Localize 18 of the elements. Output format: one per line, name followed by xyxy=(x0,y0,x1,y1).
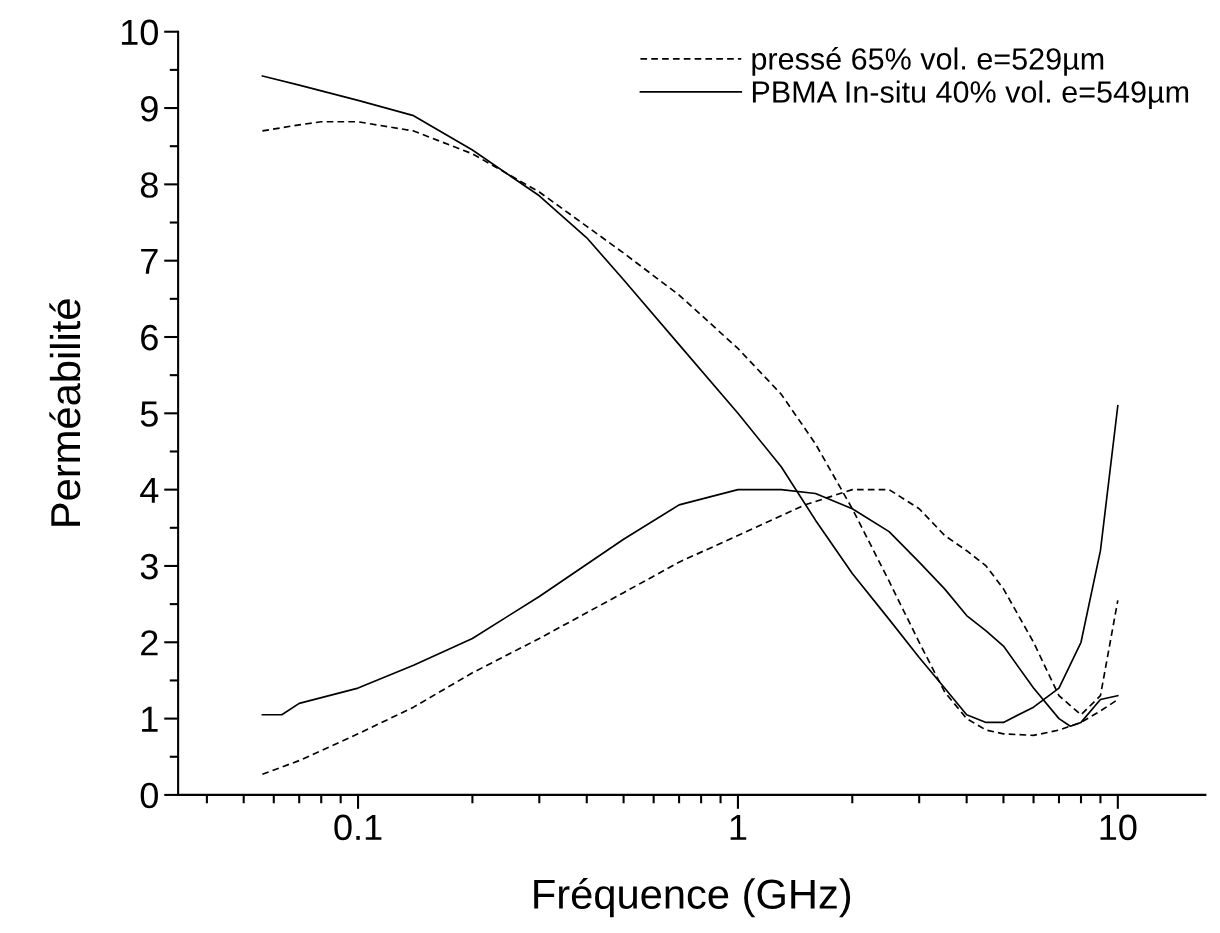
y-tick-label: 8 xyxy=(140,172,158,198)
y-tick-label: 9 xyxy=(140,95,158,122)
x-axis-title: Fréquence (GHz) xyxy=(534,877,851,918)
y-tick-label: 2 xyxy=(141,630,158,656)
y-tick-label: 3 xyxy=(140,553,158,580)
y-tick-label: 6 xyxy=(141,324,158,351)
y-tick-label: 0 xyxy=(140,782,158,809)
y-tick-label: 1 xyxy=(142,706,158,732)
legend-label: PBMA In-situ 40% vol. e=549µm xyxy=(752,80,1189,109)
x-tick-label: 10 xyxy=(1100,814,1137,841)
x-tick-label: 1 xyxy=(730,814,747,840)
y-axis-title: Perméabilité xyxy=(49,299,81,526)
x-tick-label: 0.1 xyxy=(334,814,382,841)
y-tick-label: 4 xyxy=(140,477,159,503)
legend-label: pressé 65% vol. e=529µm xyxy=(752,47,1104,76)
y-tick-label: 5 xyxy=(140,401,158,427)
y-tick-label: 7 xyxy=(141,248,158,274)
y-tick-label: 10 xyxy=(121,19,158,46)
